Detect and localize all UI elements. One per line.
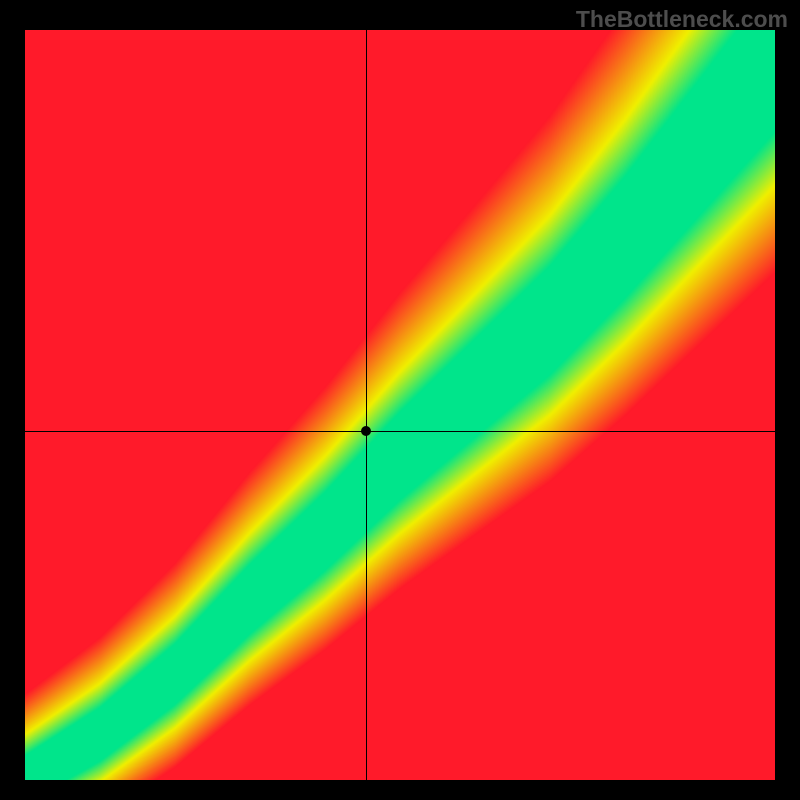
crosshair-horizontal-line bbox=[25, 431, 775, 432]
crosshair-vertical-line bbox=[366, 30, 367, 780]
plot-area bbox=[25, 30, 775, 780]
crosshair-marker-dot bbox=[361, 426, 371, 436]
watermark-text: TheBottleneck.com bbox=[576, 6, 788, 33]
bottleneck-heatmap bbox=[25, 30, 775, 780]
